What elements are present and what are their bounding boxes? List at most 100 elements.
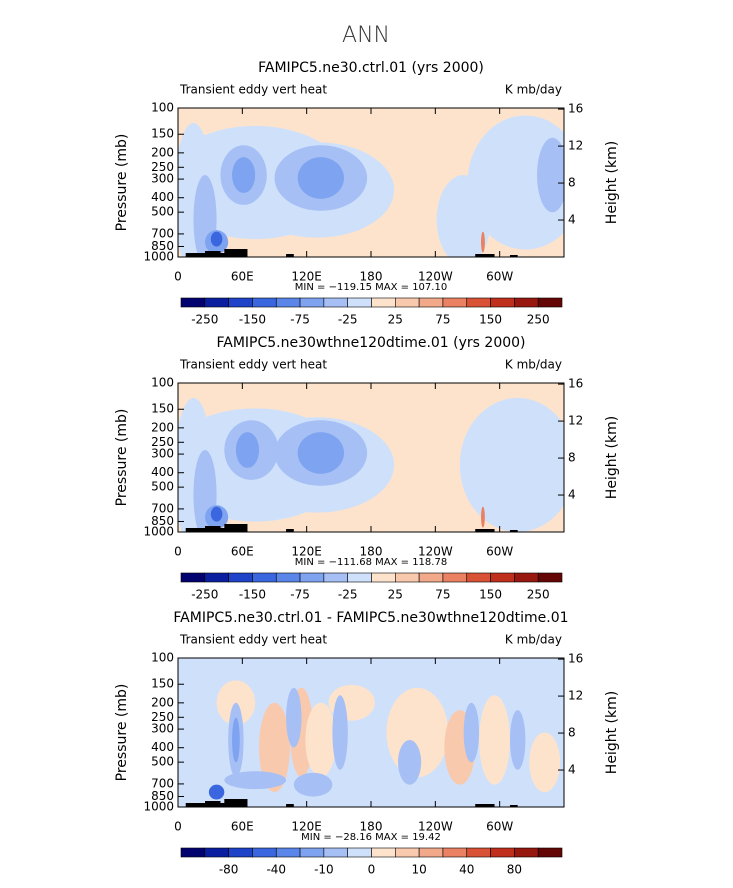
colorbar-label: -250 — [191, 313, 218, 327]
colorbar-box — [204, 297, 229, 308]
chart-title: FAMIPC5.ne30wthne120dtime.01 (yrs 2000) — [216, 335, 525, 351]
contour-patch — [208, 784, 225, 800]
y2-tick-label: 4 — [568, 488, 576, 502]
topography — [475, 529, 495, 532]
colorbar-box — [395, 572, 420, 583]
x-tick-label: 180 — [360, 270, 383, 284]
x-tick-label: 120W — [418, 820, 453, 834]
colorbar-box — [252, 847, 277, 858]
y-tick-label: 150 — [151, 402, 174, 416]
x-tick-label: 0 — [174, 820, 182, 834]
colorbar-box — [323, 572, 348, 583]
y-tick-label: 300 — [151, 172, 174, 186]
contour-field — [178, 383, 564, 532]
left-label: Transient eddy vert heat — [179, 358, 327, 372]
y-tick-label: 100 — [151, 651, 174, 665]
y-tick-label: 700 — [151, 776, 174, 790]
contour-field — [178, 658, 564, 807]
colorbar-box — [537, 847, 563, 858]
colorbar-box — [466, 297, 491, 308]
y-tick-label: 1000 — [143, 800, 174, 814]
contour-patch — [286, 687, 302, 748]
y-tick-label: 700 — [151, 226, 174, 240]
y-tick-label: 200 — [151, 145, 174, 159]
topography — [509, 805, 518, 807]
contour-patch — [224, 771, 287, 790]
contour-patch — [259, 702, 290, 793]
colorbar-label: -80 — [219, 863, 239, 877]
stats: MIN = −119.15 MAX = 107.10 — [295, 282, 447, 293]
contour-patch — [293, 772, 333, 797]
colorbar-label: 40 — [459, 863, 474, 877]
y2-tick-label: 16 — [568, 102, 583, 116]
contour-patch — [529, 732, 561, 793]
y2-tick-label: 4 — [568, 213, 576, 227]
colorbar-label: 250 — [527, 588, 550, 602]
x-tick-label: 180 — [360, 545, 383, 559]
colorbar-box — [537, 297, 563, 308]
y-tick-label: 1000 — [143, 525, 174, 539]
colorbar-label: 25 — [388, 588, 403, 602]
colorbar-label: -150 — [239, 313, 266, 327]
colorbar-box — [323, 847, 348, 858]
colorbar-box — [228, 847, 253, 858]
y2-axis-label: Height (km) — [604, 141, 620, 224]
colorbar-label: -25 — [338, 313, 358, 327]
contour-patch — [232, 157, 256, 193]
colorbar-label: 150 — [479, 588, 502, 602]
contour-field — [178, 108, 564, 257]
contour-patch — [481, 231, 485, 253]
right-label: K mb/day — [505, 633, 562, 647]
colorbar-label: -75 — [290, 588, 310, 602]
contour-patch — [232, 717, 240, 763]
colorbar-label: -75 — [290, 313, 310, 327]
colorbar-box — [442, 572, 468, 583]
y-tick-label: 300 — [151, 447, 174, 461]
colorbar-label: -40 — [266, 863, 286, 877]
colorbar-box — [299, 297, 325, 308]
colorbar-box — [204, 572, 229, 583]
colorbar-box — [466, 572, 491, 583]
y-tick-label: 250 — [151, 160, 174, 174]
y2-axis-label: Height (km) — [604, 691, 620, 774]
colorbar-box — [442, 297, 468, 308]
x-tick-label: 120E — [291, 270, 322, 284]
y-tick-label: 400 — [151, 190, 174, 204]
colorbar-box — [418, 297, 444, 308]
contour-patch — [210, 231, 223, 247]
contour-patch — [463, 702, 480, 763]
colorbar-box — [180, 572, 206, 583]
topography — [224, 524, 248, 532]
colorbar-label: 0 — [368, 863, 376, 877]
colorbar-label: 80 — [507, 863, 522, 877]
colorbar-box — [371, 847, 396, 858]
x-tick-label: 180 — [360, 820, 383, 834]
colorbar-label: -25 — [338, 588, 358, 602]
x-tick-label: 60E — [231, 270, 254, 284]
x-tick-label: 0 — [174, 545, 182, 559]
colorbar-label: 150 — [479, 313, 502, 327]
colorbar-box — [490, 297, 515, 308]
colorbar-label: -150 — [239, 588, 266, 602]
contour-patch — [459, 397, 564, 532]
colorbar-box — [418, 572, 444, 583]
y-tick-label: 400 — [151, 465, 174, 479]
topography — [224, 249, 248, 257]
topography — [475, 804, 495, 807]
colorbar-box — [514, 572, 539, 583]
colorbar-box — [275, 297, 301, 308]
colorbar-label: 25 — [388, 313, 403, 327]
contour-patch — [235, 432, 260, 468]
y-tick-label: 850 — [151, 514, 174, 528]
y2-tick-label: 12 — [568, 414, 583, 428]
contour-patch — [297, 157, 344, 199]
colorbar-box — [180, 847, 206, 858]
colorbar-box — [371, 572, 396, 583]
colorbar-box — [275, 572, 301, 583]
right-label: K mb/day — [505, 83, 562, 97]
y-tick-label: 700 — [151, 501, 174, 515]
colorbar-box — [323, 297, 348, 308]
y-tick-label: 100 — [151, 101, 174, 115]
colorbar-box — [347, 847, 372, 858]
x-tick-label: 120E — [291, 545, 322, 559]
